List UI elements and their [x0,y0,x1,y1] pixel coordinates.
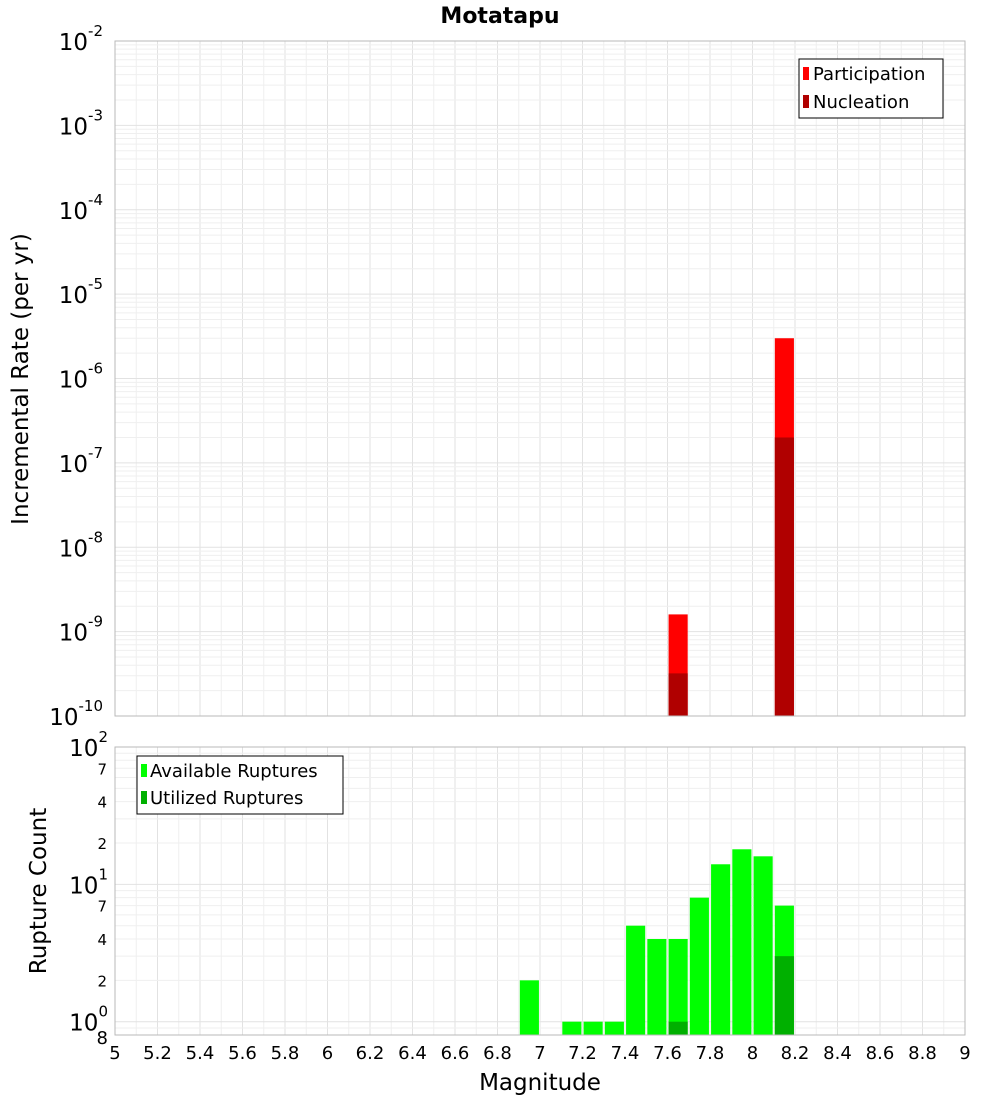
y-tick-label: 10-10 [49,697,103,731]
y-tick-label-min: 8 [97,1028,108,1049]
bar-utilized-ruptures-8.15 [774,956,794,1035]
bar-available-ruptures-7.95 [732,849,752,1035]
x-tick-label: 7 [534,1043,545,1064]
x-tick-label: 7.6 [653,1043,682,1064]
x-tick-label: 7.4 [611,1043,640,1064]
bar-available-ruptures-7.75 [689,897,709,1035]
y-tick-label: 10-3 [59,106,103,140]
legend-swatch-available [141,764,147,777]
legend-swatch-participation [803,67,809,80]
y-tick-label-minor: 2 [97,835,107,853]
bar-available-ruptures-7.45 [626,925,646,1035]
x-tick-label: 5.8 [271,1043,300,1064]
top-gridlines [114,41,966,717]
bottom-y-axis-label: Rupture Count [26,808,52,974]
bottom-plot-frame [114,746,966,1036]
top-legend-box [798,58,944,119]
y-tick-label: 10-2 [59,22,103,56]
x-tick-label: 6.2 [356,1043,385,1064]
x-tick-label: 6.6 [441,1043,470,1064]
y-tick-label: 100 [69,1003,108,1037]
y-tick-label-minor: 4 [97,794,107,812]
y-tick-label-minor: 7 [97,760,107,778]
x-tick-label: 6.8 [483,1043,512,1064]
x-tick-label: 7.8 [696,1043,725,1064]
bar-utilized-ruptures-7.65 [668,1021,688,1035]
x-tick-label: 6.4 [398,1043,427,1064]
y-tick-label: 102 [69,728,108,762]
x-tick-label: 7.2 [568,1043,597,1064]
x-tick-labels: 5 5.2 5.4 5.6 5.8 6 6.2 6.4 6.6 6.8 7 7.2 7.4 7.6 7.8 8… [109,1043,970,1064]
bar-available-ruptures-7.35 [604,1021,624,1035]
y-tick-label-minor: 2 [97,972,107,990]
top-y-tick-labels: 10-10 10-9 10-8 10-7 10-6 10-5 10-4 10-3 10-2 [49,22,103,731]
legend-label-nucleation: Nucleation [813,92,909,113]
x-axis-label: Magnitude [479,1070,601,1096]
bar-available-ruptures-7.25 [583,1021,603,1035]
legend-label-participation: Participation [813,64,925,85]
bar-available-ruptures-7.15 [562,1021,582,1035]
x-tick-label: 6 [322,1043,333,1064]
bar-available-ruptures-7.65 [668,939,688,1035]
bottom-legend: Available Ruptures Utilized Ruptures [136,755,344,815]
bar-available-ruptures-6.95 [519,980,539,1035]
x-tick-label: 8.6 [866,1043,895,1064]
y-tick-label-minor: 7 [97,898,107,916]
legend-swatch-utilized [141,791,147,804]
x-tick-label: 8.8 [908,1043,937,1064]
x-tick-label: 8 [747,1043,758,1064]
y-tick-label: 10-4 [59,191,103,225]
y-tick-label: 10-8 [59,528,103,562]
y-tick-label: 10-6 [59,360,103,394]
y-tick-label-minor: 4 [97,931,107,949]
x-tick-label: 5.4 [186,1043,215,1064]
x-tick-label: 5.6 [228,1043,257,1064]
top-bars [668,338,794,716]
legend-swatch-nucleation [803,95,809,108]
chart-title: Motatapu [440,4,559,29]
y-tick-label: 10-9 [59,613,103,647]
x-tick-label: 8.4 [823,1043,852,1064]
y-tick-label: 10-5 [59,275,103,309]
x-tick-label: 8.2 [781,1043,810,1064]
bottom-bars [519,849,794,1035]
legend-label-utilized: Utilized Ruptures [150,788,303,809]
y-tick-label: 101 [69,865,108,899]
bar-nucleation-7.65 [668,673,688,716]
y-tick-label: 10-7 [59,444,103,478]
bottom-legend-box [136,755,344,815]
x-tick-label: 5.2 [143,1043,172,1064]
x-tick-label: 5 [109,1043,120,1064]
top-legend: Participation Nucleation [798,58,944,119]
bar-available-ruptures-8.05 [753,856,773,1035]
bar-available-ruptures-7.85 [711,864,731,1035]
bar-available-ruptures-7.55 [647,939,667,1035]
top-panel: 10-10 10-9 10-8 10-7 10-6 10-5 10-4 10-3 10-2 In… [8,22,966,731]
legend-label-available: Available Ruptures [150,761,318,782]
top-y-axis-label: Incremental Rate (per yr) [8,233,34,525]
x-tick-label: 9 [959,1043,970,1064]
bar-nucleation-8.15 [774,437,794,716]
top-plot-frame [114,40,966,717]
